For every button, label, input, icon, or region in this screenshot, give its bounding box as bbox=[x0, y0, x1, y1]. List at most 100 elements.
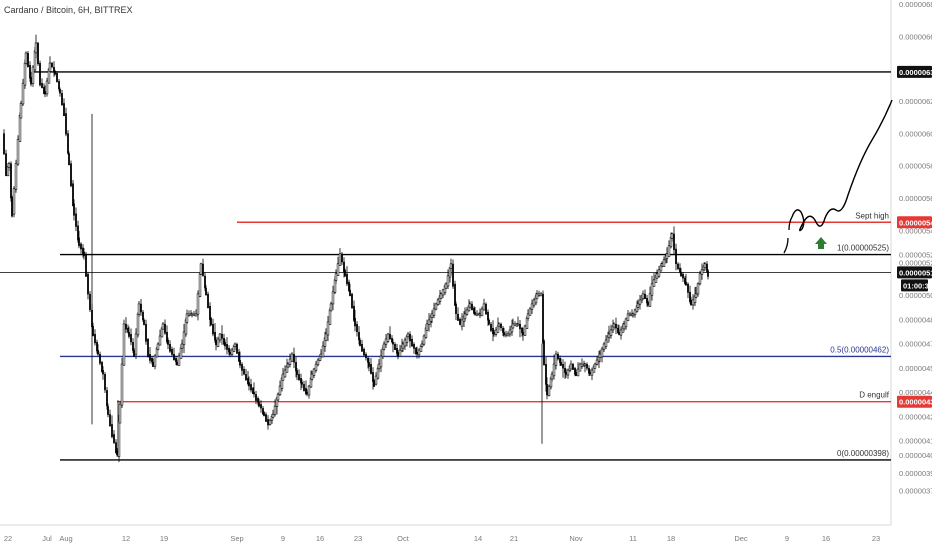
x-tick-label: 9 bbox=[785, 534, 789, 543]
y-tick-label: 0.00000390 bbox=[899, 469, 932, 478]
candle-body-down bbox=[351, 293, 353, 309]
candle-body-down bbox=[5, 153, 7, 177]
y-axis-ticks: 0.00000680 0.00000660 0.00000620 0.00000600… bbox=[899, 0, 932, 496]
candle-body-up bbox=[192, 313, 196, 316]
candle-body-up bbox=[312, 368, 316, 376]
candle-body-up bbox=[310, 373, 314, 380]
candle-body-up bbox=[532, 299, 536, 306]
candle-body-down bbox=[127, 327, 129, 333]
projection-drawing bbox=[783, 99, 893, 254]
candle-body-up bbox=[48, 62, 52, 72]
candle-body-down bbox=[298, 374, 300, 381]
price-badge-label: 0.00000514 bbox=[899, 268, 932, 277]
candle-body-up bbox=[602, 343, 606, 350]
candle-body-up bbox=[137, 303, 141, 315]
candle-body-down bbox=[644, 293, 646, 300]
candle-body-up bbox=[268, 419, 272, 426]
candle-body-down bbox=[365, 354, 367, 359]
candle-body-down bbox=[226, 343, 228, 350]
price-badge bbox=[897, 266, 932, 279]
candle-body-up bbox=[526, 313, 530, 319]
candle-body-down bbox=[210, 317, 212, 325]
candle-body-up bbox=[328, 309, 332, 325]
candle-body-down bbox=[564, 368, 566, 373]
candle-body-down bbox=[212, 323, 214, 335]
projection-dash bbox=[783, 216, 793, 254]
x-tick-label: Oct bbox=[397, 534, 410, 543]
candle-body-up bbox=[290, 353, 294, 362]
candle-body-down bbox=[301, 382, 303, 385]
candle-body-down bbox=[485, 303, 487, 315]
candle-body-down bbox=[106, 390, 108, 407]
candle-body-up bbox=[122, 323, 126, 366]
x-tick-label: Aug bbox=[59, 534, 72, 543]
candle-body-down bbox=[125, 323, 127, 330]
candle-body-up bbox=[187, 313, 191, 316]
candle-body-up bbox=[583, 363, 587, 366]
candle-body-down bbox=[30, 77, 32, 85]
candle-body-down bbox=[575, 372, 577, 376]
candle-body-down bbox=[39, 63, 41, 86]
candle-body-down bbox=[3, 133, 5, 155]
candle-body-up bbox=[607, 333, 611, 338]
candle-body-down bbox=[493, 331, 495, 335]
candle-body-down bbox=[474, 311, 476, 315]
candle-body-down bbox=[133, 350, 135, 357]
candle-body-up bbox=[316, 359, 320, 366]
candle-body-up bbox=[513, 323, 517, 326]
y-tick-label: 0.00000660 bbox=[899, 32, 932, 41]
candle-body-down bbox=[452, 263, 454, 287]
candle-body-up bbox=[331, 291, 335, 305]
candle-body-down bbox=[358, 331, 360, 341]
candle-body-down bbox=[521, 327, 523, 333]
x-tick-label: 23 bbox=[872, 534, 880, 543]
candle-body-down bbox=[409, 333, 411, 342]
candle-body-down bbox=[75, 213, 77, 227]
candle-body-down bbox=[356, 323, 358, 333]
candle-body-down bbox=[373, 380, 375, 387]
candle-body-up bbox=[334, 273, 338, 281]
candle-body-down bbox=[586, 364, 588, 369]
candle-body-down bbox=[411, 338, 413, 347]
candle-body-down bbox=[706, 263, 708, 272]
candle-body-up bbox=[153, 355, 157, 367]
candle-body-down bbox=[204, 275, 206, 289]
candle-body-up bbox=[403, 339, 407, 347]
candle-body-up bbox=[648, 293, 652, 307]
candle-body-down bbox=[646, 297, 648, 304]
candle-body-up bbox=[446, 275, 450, 287]
candle-body-down bbox=[543, 340, 545, 366]
candle-body-down bbox=[248, 382, 250, 387]
y-tick-label: 0.00000485 bbox=[899, 315, 932, 324]
candle-body-down bbox=[236, 343, 238, 354]
candle-body-down bbox=[247, 378, 249, 385]
candle-body-up bbox=[547, 385, 551, 396]
candle-body-up bbox=[420, 343, 424, 347]
candle-body-down bbox=[359, 339, 361, 346]
candle-body-down bbox=[392, 341, 394, 345]
candle-body-down bbox=[559, 358, 561, 363]
candle-body-down bbox=[152, 362, 154, 367]
candle-body-down bbox=[37, 42, 39, 65]
candle-body-down bbox=[176, 362, 178, 366]
y-tick-label: 0.00000470 bbox=[899, 340, 932, 349]
candle-body-down bbox=[67, 133, 69, 154]
candle-body-up bbox=[696, 283, 700, 295]
candle-body-up bbox=[434, 303, 438, 310]
candle-body-down bbox=[63, 103, 65, 117]
candle-body-down bbox=[389, 333, 391, 340]
level-label: 0.5(0.00000462) bbox=[830, 345, 889, 354]
candle-body-down bbox=[343, 261, 345, 273]
candle-body-down bbox=[673, 233, 675, 251]
candle-body-up bbox=[45, 80, 49, 95]
price-candles bbox=[3, 34, 709, 463]
candle-body-down bbox=[61, 93, 63, 106]
x-tick-label: 16 bbox=[316, 534, 324, 543]
candle-body-up bbox=[480, 308, 484, 317]
candle-body-down bbox=[27, 52, 29, 67]
candle-body-down bbox=[348, 281, 350, 292]
candle-body-up bbox=[336, 263, 340, 277]
candle-body-down bbox=[265, 414, 267, 422]
candle-body-down bbox=[58, 81, 60, 90]
